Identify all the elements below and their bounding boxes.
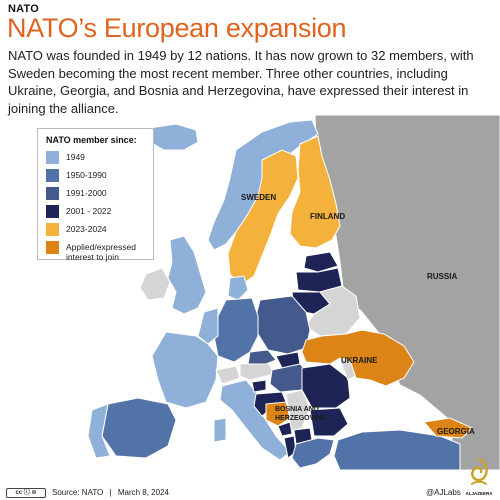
- legend-swatch: [46, 169, 59, 182]
- legend-swatch: [46, 241, 59, 254]
- kicker: NATO: [8, 3, 39, 15]
- legend-swatch: [46, 205, 59, 218]
- region-portugal: [87, 403, 111, 459]
- region-montenegro: [277, 421, 293, 437]
- label-ukraine: UKRAINE: [341, 356, 378, 365]
- label-bosnia: BOSNIA AND HERZEGOVINA: [275, 406, 327, 422]
- region-denmark: [227, 275, 249, 301]
- region-ukraine: [301, 329, 415, 387]
- region-switzerland: [215, 365, 241, 385]
- region-benelux: [197, 307, 219, 345]
- region-estonia: [303, 251, 339, 273]
- legend-item-2023-2024: 2023-2024: [46, 223, 145, 238]
- label-sweden: SWEDEN: [241, 193, 277, 202]
- legend-swatch: [46, 223, 59, 236]
- region-spain: [101, 397, 177, 459]
- legend-swatch: [46, 151, 59, 164]
- legend-label: 2001 - 2022: [66, 206, 112, 216]
- region-united-kingdom: [167, 235, 207, 315]
- page-title: NATO’s European expansion: [7, 13, 347, 43]
- legend-item-2001-2022: 2001 - 2022: [46, 205, 145, 220]
- legend-title: NATO member since:: [46, 135, 137, 145]
- legend-item-applied: Applied/expressed interest to join: [46, 241, 145, 265]
- region-sweden: [227, 149, 299, 287]
- legend-label: 1950-1990: [66, 170, 107, 180]
- region-sardinia: [213, 417, 227, 443]
- region-ireland: [139, 267, 171, 301]
- region-turkey: [333, 429, 461, 470]
- legend-item-1950-1990: 1950-1990: [46, 169, 145, 184]
- region-austria: [239, 361, 275, 381]
- region-france: [151, 331, 219, 409]
- legend-label: 1991-2000: [66, 188, 107, 198]
- source-separator: |: [109, 488, 112, 497]
- black-sea: [352, 390, 426, 428]
- intro-paragraph: NATO was founded in 1949 by 12 nations. …: [8, 48, 474, 116]
- legend-swatch: [46, 187, 59, 200]
- europe-map: [87, 115, 500, 470]
- source-date: March 8, 2024: [117, 488, 169, 497]
- legend-label: 2023-2024: [66, 224, 107, 234]
- legend-item-1949: 1949: [46, 151, 145, 166]
- credit-handle: @AJLabs: [426, 488, 461, 497]
- region-georgia: [423, 417, 473, 439]
- region-greece: [291, 437, 335, 469]
- region-finland: [289, 135, 341, 249]
- legend-item-1991-2000: 1991-2000: [46, 187, 145, 202]
- region-czechia: [247, 349, 277, 365]
- legend-label: Applied/expressed interest to join: [66, 242, 136, 262]
- label-georgia: GEORGIA: [437, 427, 475, 436]
- region-iceland: [149, 123, 199, 151]
- al-jazeera-logo-text: ALJAZEERA: [465, 491, 493, 496]
- map-legend: NATO member since: 1949 1950-1990 1991-2…: [37, 128, 154, 262]
- label-finland: FINLAND: [310, 212, 346, 221]
- region-slovenia: [251, 379, 267, 393]
- region-romania: [301, 363, 351, 409]
- legend-label: 1949: [66, 152, 85, 162]
- creative-commons-icon: cc ⓘ ⊜: [6, 488, 46, 498]
- label-russia: RUSSIA: [427, 272, 458, 281]
- region-bulgaria: [309, 407, 349, 437]
- al-jazeera-logo-icon: [471, 457, 488, 485]
- region-bosnia: [265, 401, 291, 427]
- source-line: Source: NATO | March 8, 2024: [52, 488, 169, 497]
- source-label: Source: NATO: [52, 488, 104, 497]
